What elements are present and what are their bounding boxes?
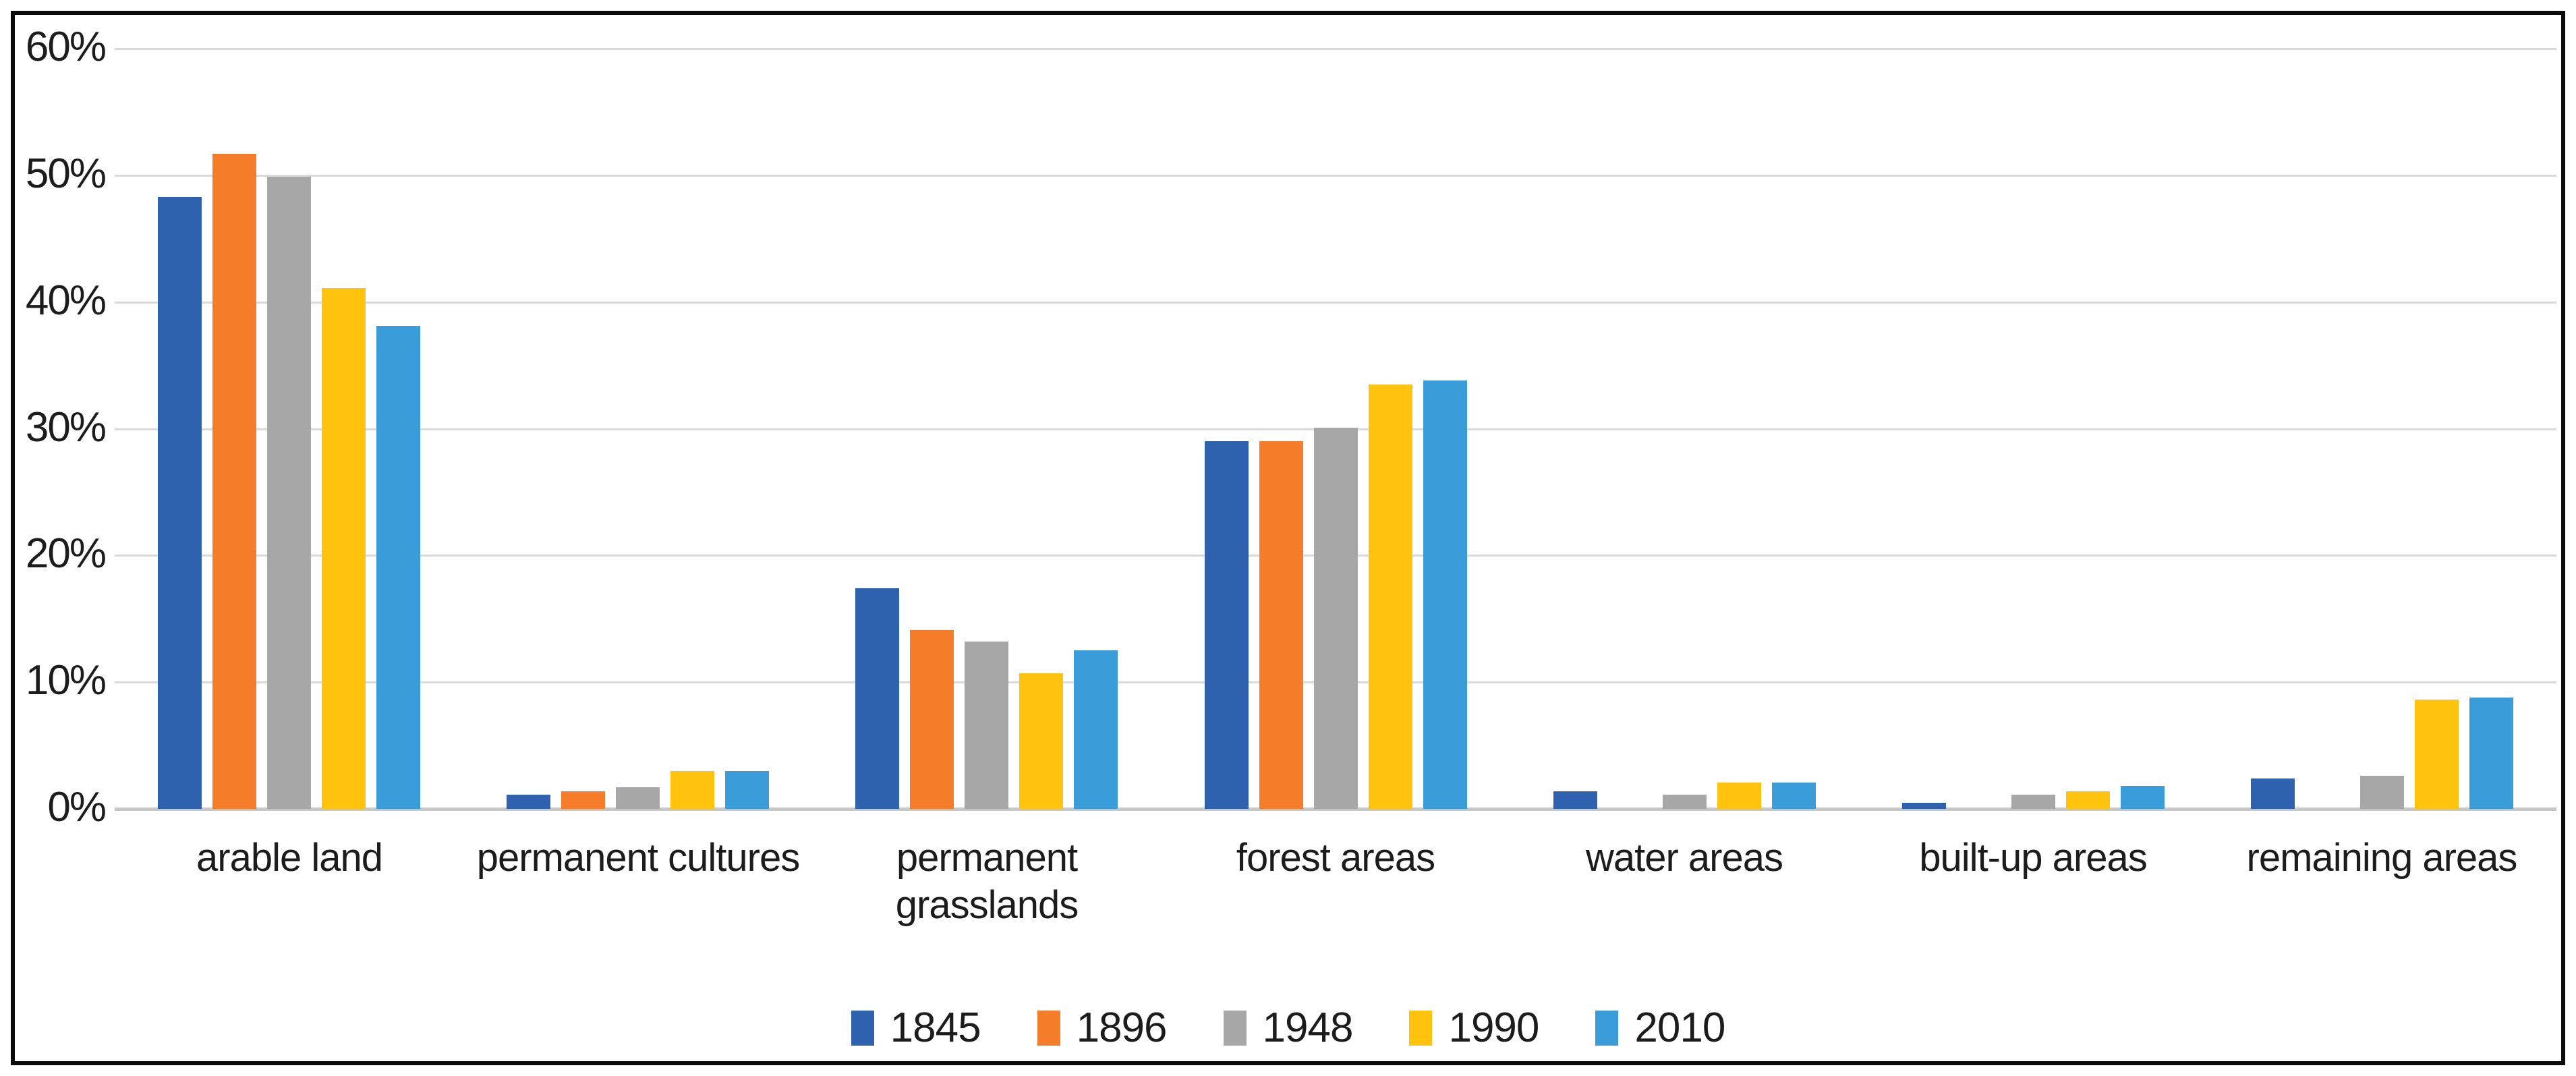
bar-1990-built-up-areas [2066, 791, 2110, 809]
legend-label-1990: 1990 [1448, 1004, 1539, 1051]
bar-1990-forest-areas [1369, 385, 1412, 809]
category-label-arable-land: arable land [196, 836, 383, 880]
bar-1990-arable-land [322, 288, 366, 809]
legend-label-1896: 1896 [1076, 1004, 1168, 1051]
bar-2010-permanent-cultures [725, 771, 769, 809]
bar-1845-forest-areas [1205, 441, 1249, 809]
bar-1896-permanent-cultures [561, 791, 605, 809]
bar-1948-forest-areas [1314, 428, 1358, 809]
legend-swatch-1845 [851, 1010, 874, 1046]
bar-2010-forest-areas [1423, 380, 1467, 809]
gridline-0% [115, 808, 2556, 811]
legend-item-1896: 1896 [1037, 1004, 1168, 1052]
bar-1845-arable-land [158, 197, 202, 809]
y-tick-label-30%: 30% [25, 403, 107, 451]
bar-2010-built-up-areas [2121, 786, 2165, 809]
legend-item-1845: 1845 [851, 1004, 981, 1052]
legend-item-2010: 2010 [1595, 1004, 1725, 1052]
bar-1845-permanent-cultures [507, 795, 550, 809]
bar-1990-water-areas [1717, 783, 1761, 809]
category-label-remaining-areas: remaining areas [2246, 836, 2518, 880]
bar-1896-permanent-grasslands [910, 630, 954, 809]
legend-item-1990: 1990 [1409, 1004, 1539, 1052]
bar-1845-water-areas [1553, 791, 1597, 809]
legend-label-2010: 2010 [1634, 1004, 1725, 1051]
gridline-60% [115, 48, 2556, 50]
bar-1896-arable-land [212, 154, 256, 809]
y-tick-label-0%: 0% [47, 784, 107, 830]
bar-2010-arable-land [376, 326, 420, 809]
bar-1948-water-areas [1663, 795, 1707, 809]
bar-1896-forest-areas [1259, 441, 1303, 809]
bar-1845-permanent-grasslands [855, 588, 899, 809]
gridline-50% [115, 174, 2556, 177]
bar-2010-water-areas [1772, 783, 1816, 809]
legend-swatch-1990 [1409, 1010, 1433, 1046]
gridline-40% [115, 301, 2556, 304]
bar-2010-permanent-grasslands [1074, 650, 1118, 809]
bar-1948-built-up-areas [2011, 795, 2055, 809]
y-tick-label-60%: 60% [25, 24, 107, 70]
legend-swatch-1896 [1037, 1010, 1060, 1046]
bar-1990-remaining-areas [2415, 700, 2459, 809]
category-label-forest-areas: forest areas [1236, 836, 1435, 880]
legend: 1845 1896 1948 1990 2010 [0, 1004, 2576, 1052]
bar-1845-remaining-areas [2251, 778, 2295, 809]
bar-1948-permanent-cultures [616, 787, 660, 809]
bar-1990-permanent-grasslands [1019, 673, 1063, 809]
category-label-built-up-areas: built-up areas [1919, 836, 2147, 880]
legend-label-1948: 1948 [1262, 1004, 1354, 1051]
category-label-permanent-grasslands: permanent grasslands [895, 836, 1079, 927]
legend-item-1948: 1948 [1223, 1004, 1354, 1052]
y-tick-label-20%: 20% [25, 530, 107, 577]
bar-1948-permanent-grasslands [965, 642, 1008, 809]
y-tick-label-40%: 40% [25, 277, 107, 324]
legend-label-1845: 1845 [890, 1004, 981, 1051]
legend-swatch-1948 [1223, 1010, 1247, 1046]
bar-2010-remaining-areas [2469, 698, 2513, 809]
category-label-water-areas: water areas [1585, 836, 1783, 880]
bar-1845-built-up-areas [1902, 803, 1946, 809]
legend-swatch-2010 [1595, 1010, 1619, 1046]
y-tick-label-50%: 50% [25, 150, 107, 197]
y-tick-label-10%: 10% [25, 657, 107, 704]
bar-1948-arable-land [267, 177, 311, 809]
category-label-permanent-cultures: permanent cultures [476, 836, 800, 880]
bar-1948-remaining-areas [2360, 776, 2404, 809]
bar-1990-permanent-cultures [670, 771, 714, 809]
